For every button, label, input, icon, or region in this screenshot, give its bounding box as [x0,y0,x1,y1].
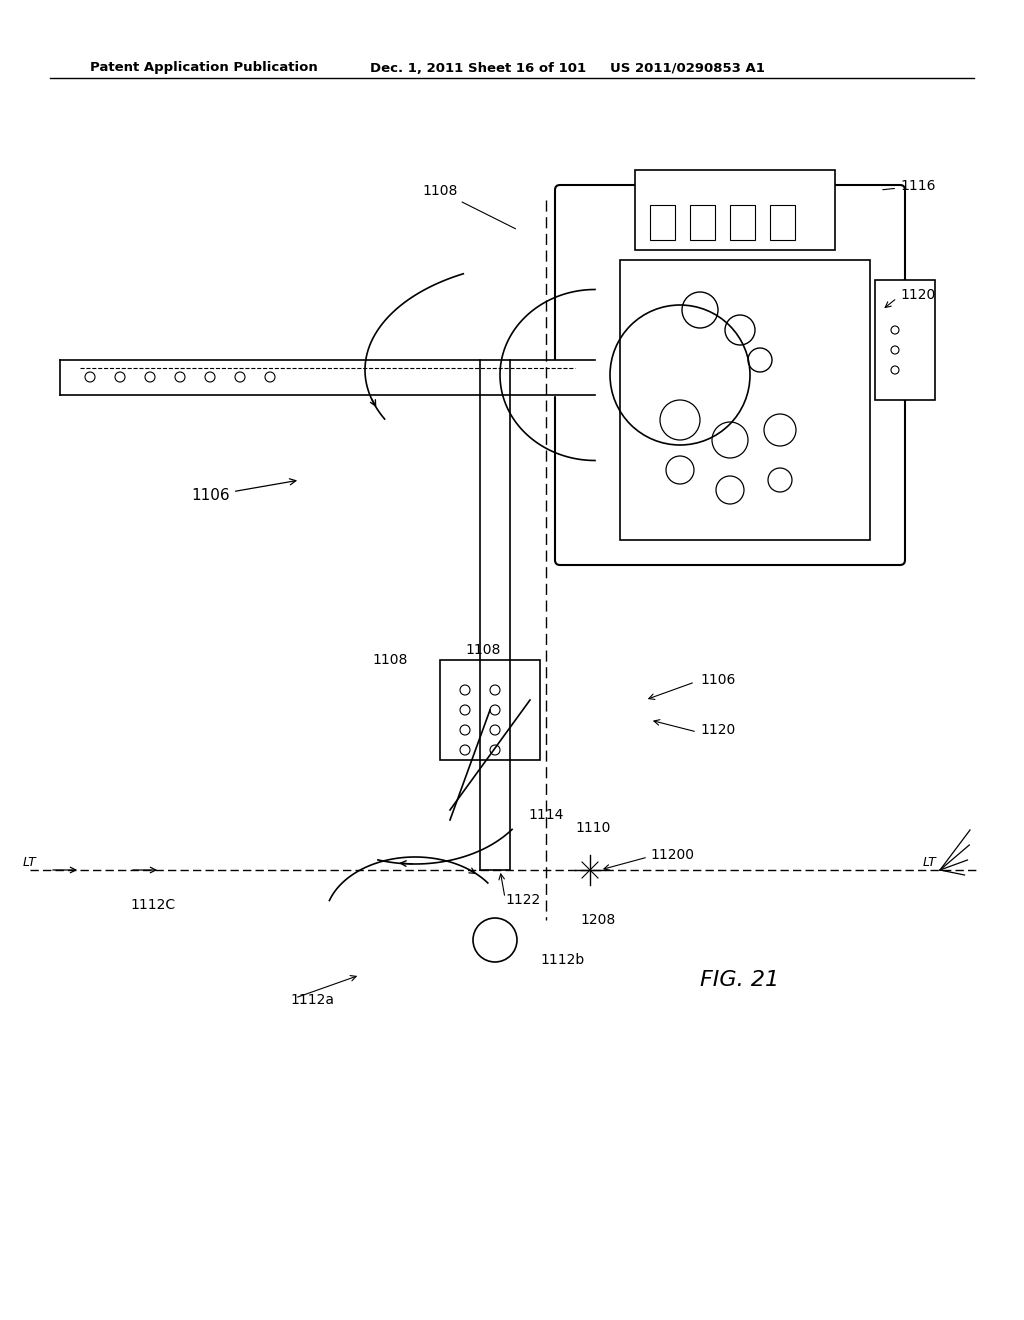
Bar [874,280,935,400]
Text: 1112a: 1112a [290,993,334,1007]
Text: 11200: 11200 [650,847,694,862]
Text: 1120: 1120 [900,288,935,302]
Bar [730,205,755,240]
Text: Dec. 1, 2011: Dec. 1, 2011 [370,62,463,74]
Text: 1112b: 1112b [540,953,585,968]
Text: 1106: 1106 [700,673,735,686]
Text: 1208: 1208 [580,913,615,927]
Text: 1108: 1108 [422,183,515,228]
Text: 1106: 1106 [191,479,296,503]
Text: Sheet 16 of 101: Sheet 16 of 101 [468,62,586,74]
Text: 1110: 1110 [575,821,610,836]
Bar [635,170,835,249]
Text: 1112C: 1112C [130,898,175,912]
Text: 1120: 1120 [700,723,735,737]
Text: US 2011/0290853 A1: US 2011/0290853 A1 [610,62,765,74]
Text: FIG. 21: FIG. 21 [700,970,779,990]
Bar [770,205,795,240]
Text: LT: LT [923,855,937,869]
Text: LT: LT [24,855,37,869]
Text: 1116: 1116 [883,180,936,193]
Bar [650,205,675,240]
Text: Patent Application Publication: Patent Application Publication [90,62,317,74]
Text: 1114: 1114 [528,808,563,822]
Bar [440,660,540,760]
Text: 1108: 1108 [373,653,408,667]
Bar [690,205,715,240]
Bar [620,260,870,540]
Text: 1108: 1108 [465,643,501,657]
Text: 1122: 1122 [505,894,541,907]
FancyBboxPatch shape [555,185,905,565]
